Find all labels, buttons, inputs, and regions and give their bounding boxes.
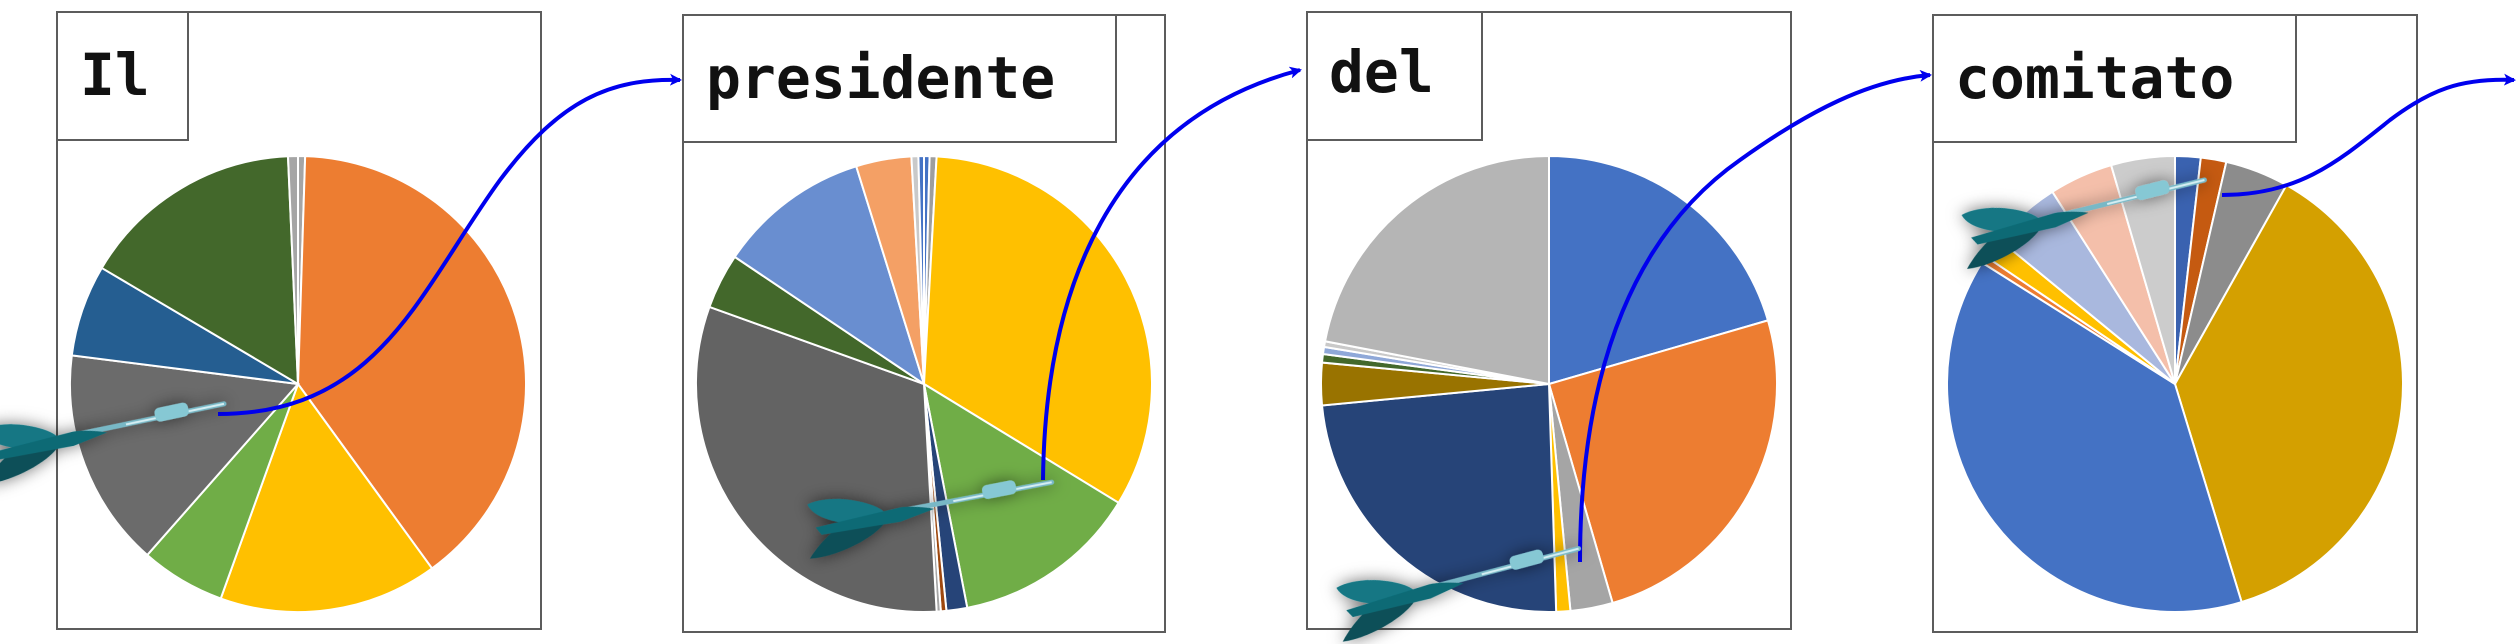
pie-slice — [219, 381, 434, 613]
pie-slice — [2109, 154, 2176, 385]
panel-1-word-box — [56, 11, 189, 141]
panel-3-word: del — [1329, 38, 1434, 106]
pie-slice — [1320, 382, 1558, 613]
panel-2-word: presidente — [706, 44, 1055, 112]
pie-slice — [2173, 183, 2404, 604]
pie-slice — [922, 155, 1154, 505]
arrow-to-panel-2 — [217, 73, 682, 416]
panel-3-frame — [1306, 11, 1792, 630]
panel-1-word: Il — [80, 41, 150, 109]
pie-slice — [100, 155, 300, 386]
pie-slice — [733, 165, 926, 387]
pie-slice — [286, 154, 299, 385]
pie-slice — [69, 354, 300, 557]
arrow-to-panel-3 — [1041, 66, 1302, 481]
pie-slice — [1548, 154, 1770, 386]
pie-slice — [1547, 319, 1778, 605]
panel-3-pie — [1319, 154, 1778, 613]
pie-slice — [695, 305, 938, 613]
panel-4: comitato — [1932, 14, 2418, 633]
panel-1-pie — [69, 154, 528, 613]
pie-slice — [922, 381, 1120, 610]
arrow-to-panel-4 — [1578, 69, 1932, 563]
panel-4-pie — [1946, 154, 2404, 613]
pie-slice — [296, 155, 528, 570]
pie-slice — [1323, 154, 1550, 386]
panel-1-frame — [56, 11, 542, 630]
panel-4-word-box — [1932, 14, 2297, 143]
pie-slice — [917, 154, 925, 385]
panel-2: presidente — [682, 14, 1166, 633]
panel-2-pie — [695, 154, 1154, 613]
panel-3: del — [1306, 11, 1792, 630]
panel-3-word-box — [1306, 11, 1483, 141]
panel-4-word: comitato — [1955, 44, 2234, 112]
panel-1: Il — [56, 11, 542, 630]
panel-2-word-box — [682, 14, 1117, 143]
pie-slice — [1946, 261, 2243, 613]
arrow-to-next — [2221, 73, 2516, 197]
